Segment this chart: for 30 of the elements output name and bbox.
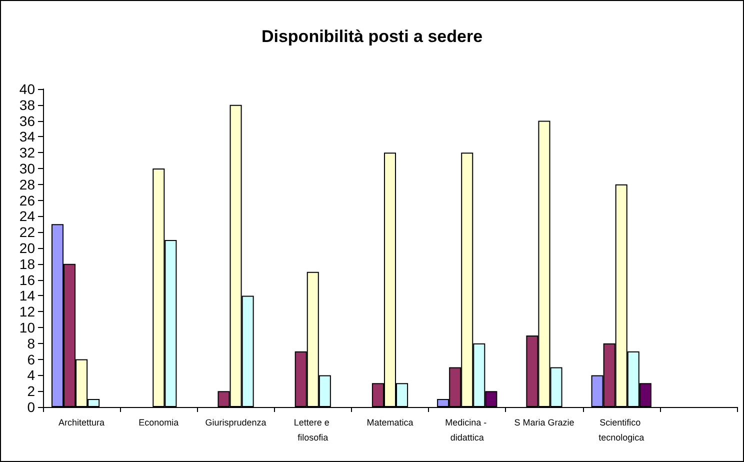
x-tick-label: S Maria Grazie	[514, 418, 574, 428]
y-tick-label: 24	[19, 208, 36, 224]
x-tick-label: Matematica	[366, 418, 414, 428]
y-tick-label: 40	[19, 81, 36, 97]
x-tick-label: Architettura	[58, 418, 105, 428]
y-tick-label: 4	[27, 367, 36, 384]
y-tick-label: 38	[19, 96, 36, 113]
y-tick-label: 6	[27, 351, 36, 368]
y-tick-label: 18	[19, 256, 36, 272]
y-tick-label: 0	[27, 399, 36, 415]
y-tick-label: 20	[19, 240, 36, 256]
y-tick-label: 32	[19, 144, 36, 161]
y-tick-label: 14	[19, 288, 36, 304]
y-tick-label: 36	[19, 112, 36, 129]
y-tick-label: 10	[19, 320, 36, 336]
y-tick-label: 12	[19, 304, 36, 320]
x-tick-label: Scientifico tecnologica	[598, 418, 644, 442]
y-tick-label: 26	[19, 192, 36, 208]
y-tick-label: 28	[19, 176, 36, 192]
x-tick-label: Medicina - didattica	[445, 418, 490, 442]
x-tick-label: Giurisprudenza	[205, 418, 266, 428]
y-tick-label: 8	[27, 335, 36, 352]
x-tick-label: Lettere e filosofia	[294, 418, 332, 442]
y-tick-label: 16	[19, 272, 36, 288]
y-tick-label: 30	[19, 160, 36, 176]
chart-title: Disponibilità posti a sedere	[261, 27, 483, 46]
y-tick-label: 34	[19, 128, 36, 145]
y-tick-label: 22	[19, 224, 36, 240]
y-tick-label: 2	[27, 383, 36, 400]
x-tick-label: Economia	[138, 418, 179, 428]
